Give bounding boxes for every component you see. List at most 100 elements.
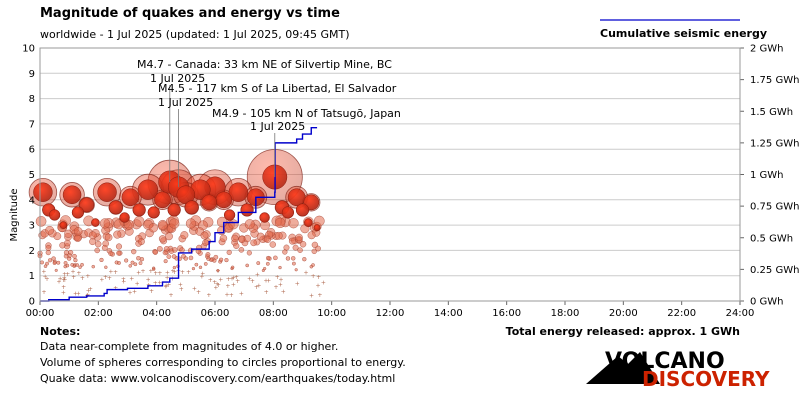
minor-quake-mark: + (62, 275, 67, 282)
minor-quake-mark: + (278, 281, 283, 288)
minor-quake (263, 235, 272, 243)
minor-quake (72, 253, 77, 259)
quake-core (215, 191, 233, 209)
minor-quake-mark: + (234, 274, 239, 281)
minor-quake (311, 248, 317, 254)
minor-quake (130, 260, 135, 265)
minor-quake (292, 244, 299, 251)
minor-quake (152, 267, 156, 271)
minor-quake-mark: + (107, 275, 112, 282)
axes: 0 1 2 3 4 5 6 7 8 9 10 0 GWh 0.25 GWh 0.5 GWh 0.75 GWh… (22, 44, 799, 320)
annotation-label: M4.9 - 105 km N of Tatsugō, Japan (212, 107, 401, 120)
minor-quake (198, 265, 203, 269)
minor-quake (40, 260, 44, 265)
y-tick-label: 3 (29, 221, 35, 232)
minor-quake-mark: + (153, 280, 158, 287)
minor-quake-mark: + (225, 291, 230, 298)
minor-quake-mark: + (70, 268, 75, 275)
quake-core (147, 206, 160, 219)
minor-quake-mark: + (216, 282, 221, 289)
minor-quake-mark: + (213, 285, 218, 292)
y-tick-label: 9 (29, 69, 35, 80)
minor-quake-mark: + (170, 268, 175, 275)
minor-quake (116, 250, 122, 256)
minor-quake (185, 218, 197, 229)
volcanodiscovery-logo: VOLCANO DISCOVERY (586, 349, 770, 391)
minor-quake-mark: + (178, 282, 183, 289)
minor-quake-mark: + (62, 271, 67, 278)
minor-quake (216, 269, 220, 273)
minor-quake-mark: + (192, 286, 197, 293)
minor-quake (56, 260, 61, 265)
minor-quake (64, 229, 73, 238)
x-tick-label: 22:00 (667, 308, 696, 319)
minor-quake (75, 263, 79, 267)
minor-quake-mark: + (43, 273, 48, 280)
minor-quake (45, 225, 55, 235)
minor-quake-mark: + (153, 270, 158, 277)
minor-quake (250, 239, 257, 247)
minor-quake (299, 241, 307, 248)
minor-quake (99, 218, 111, 229)
minor-quake-mark: + (235, 278, 240, 285)
minor-quake (158, 235, 167, 243)
x-tick-label: 14:00 (434, 308, 463, 319)
logo-line2: DISCOVERY (642, 367, 770, 391)
minor-quake-mark: + (275, 274, 280, 281)
minor-quake (115, 243, 123, 250)
minor-quake-mark: + (58, 275, 63, 282)
logo-line1: VOLCANO (605, 349, 725, 374)
minor-quake-mark: + (170, 276, 175, 283)
quake-core (287, 188, 306, 207)
minor-quake (219, 234, 228, 243)
minor-quake-mark: + (321, 280, 326, 287)
minor-quake-mark: + (157, 270, 162, 277)
minor-quake (203, 262, 208, 266)
x-tick-label: 04:00 (142, 308, 171, 319)
minor-quake-mark: + (76, 291, 81, 298)
minor-quake-mark: + (230, 276, 235, 283)
minor-quake (108, 251, 114, 257)
x-tick-label: 02:00 (84, 308, 113, 319)
minor-quake (288, 237, 296, 245)
y-tick-label: 6 (29, 145, 35, 156)
y2-tick-label: 1.5 GWh (750, 107, 793, 118)
minor-quake (231, 234, 239, 243)
minor-quake (163, 246, 170, 252)
minor-quake (35, 216, 47, 227)
minor-quake (43, 264, 48, 268)
quake-core (48, 209, 61, 221)
y-tick-label: 8 (29, 94, 35, 105)
minor-quake (245, 263, 249, 268)
minor-quake-mark: + (103, 274, 108, 281)
minor-quake-mark: + (157, 279, 162, 286)
minor-quake-mark: + (121, 276, 126, 283)
minor-quake (172, 265, 177, 270)
minor-quake (282, 249, 288, 255)
minor-quake-mark: + (61, 289, 66, 296)
x-tick-label: 06:00 (201, 308, 230, 319)
minor-quake-mark: + (279, 277, 284, 284)
minor-quake (219, 257, 224, 262)
annotation-label: M4.5 - 117 km S of La Libertad, El Salva… (158, 82, 397, 95)
minor-quake (131, 248, 137, 255)
quake-core (304, 218, 313, 227)
quake-core (154, 191, 171, 209)
minor-quake (295, 233, 303, 242)
minor-quake (95, 240, 102, 248)
minor-quake-mark: + (309, 292, 314, 299)
x-tick-label: 18:00 (551, 308, 580, 319)
quake-core (184, 200, 199, 215)
minor-quake (137, 238, 145, 246)
y-tick-label: 4 (29, 195, 35, 206)
minor-quake-mark: + (149, 288, 154, 295)
minor-quake (274, 231, 283, 240)
minor-quake (288, 218, 299, 229)
minor-quake-mark: + (163, 283, 168, 290)
minor-quake (45, 245, 52, 251)
minor-quake-mark: + (165, 269, 170, 276)
minor-quake (275, 217, 286, 228)
minor-quake (169, 218, 180, 229)
minor-quake (246, 250, 252, 256)
